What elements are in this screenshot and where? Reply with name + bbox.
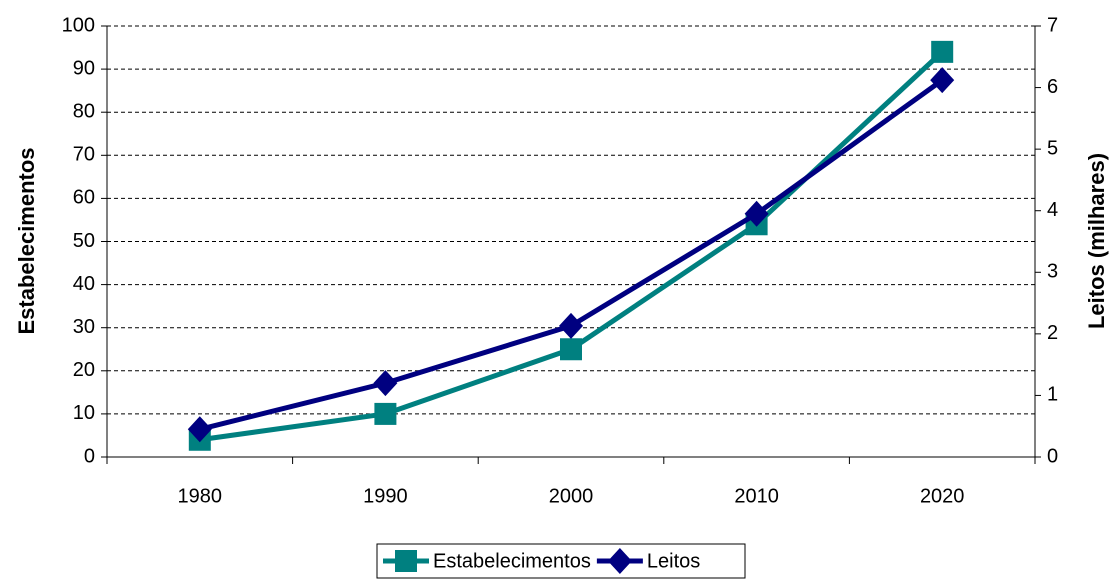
data-point <box>187 416 212 443</box>
legend-marker <box>395 550 417 572</box>
x-tick-label: 2020 <box>920 485 965 507</box>
y-tick-label: 30 <box>73 316 95 338</box>
data-point <box>559 312 583 339</box>
y2-tick-label: 0 <box>1047 445 1058 467</box>
data-point <box>374 402 397 425</box>
y-tick-label: 60 <box>73 187 95 209</box>
y-tick-label: 80 <box>73 100 95 122</box>
data-point <box>744 200 769 227</box>
x-tick-label: 2000 <box>549 485 594 507</box>
y2-tick-label: 2 <box>1047 322 1058 344</box>
y2-tick-label: 1 <box>1047 384 1058 406</box>
y2-tick-label: 6 <box>1047 76 1058 98</box>
y-tick-label: 100 <box>62 14 95 36</box>
data-point <box>930 67 955 94</box>
y2-tick-label: 3 <box>1047 261 1058 283</box>
legend-label: Leitos <box>647 550 700 572</box>
y-tick-label: 0 <box>84 445 95 467</box>
data-point <box>931 40 954 63</box>
y-tick-label: 10 <box>73 402 95 424</box>
y2-tick-label: 7 <box>1047 14 1058 36</box>
data-point <box>373 370 398 397</box>
series-line <box>199 50 944 443</box>
x-tick-label: 1990 <box>363 485 408 507</box>
legend-label: Estabelecimentos <box>433 550 591 572</box>
y-tick-label: 90 <box>73 57 95 79</box>
y2-tick-label: 5 <box>1047 137 1058 159</box>
data-point <box>560 338 582 361</box>
legend-marker <box>607 548 632 574</box>
x-tick-label: 2010 <box>734 485 779 507</box>
x-tick-label: 1980 <box>178 485 223 507</box>
y-axis-title: Estabelecimentos <box>14 147 39 334</box>
y2-tick-label: 4 <box>1047 199 1058 221</box>
y-tick-label: 20 <box>73 359 95 381</box>
y2-axis-title: Leitos (milhares) <box>1084 153 1109 329</box>
legend-box <box>376 543 746 579</box>
y-tick-label: 50 <box>73 230 95 252</box>
y-tick-label: 70 <box>73 144 95 166</box>
y-tick-label: 40 <box>73 273 95 295</box>
series-line <box>199 78 944 432</box>
